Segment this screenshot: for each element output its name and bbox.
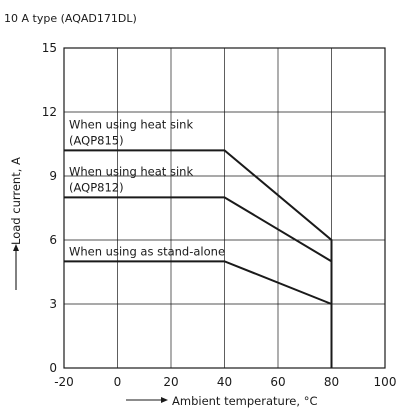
series-line-3 <box>64 260 332 305</box>
y-axis-label-group: Load current, A <box>9 157 23 290</box>
x-axis-arrow-head <box>161 397 168 403</box>
x-tick-label: 100 <box>374 375 397 389</box>
x-axis-label: Ambient temperature, °C <box>172 394 317 408</box>
series-lines <box>64 149 333 368</box>
x-tick-label: 0 <box>114 375 122 389</box>
y-axis-arrow-head <box>13 244 19 251</box>
y-tick-label: 9 <box>49 169 57 183</box>
x-tick-label: 80 <box>324 375 339 389</box>
y-axis-label: Load current, A <box>9 157 23 245</box>
annotation-label-1: (AQP815) <box>69 133 124 147</box>
series-line-2 <box>64 196 333 263</box>
y-tick-label: 15 <box>42 41 57 55</box>
x-tick-label: 60 <box>270 375 285 389</box>
x-tick-label: 40 <box>217 375 232 389</box>
x-tick-label: -20 <box>54 375 74 389</box>
annotation-label-2: (AQP812) <box>69 180 124 194</box>
y-tick-label: 0 <box>49 361 57 375</box>
plot-frame <box>63 47 386 369</box>
y-tick-label: 3 <box>49 297 57 311</box>
grid <box>63 47 386 369</box>
x-tick-labels: -20 0 20 40 60 80 100 <box>54 375 396 389</box>
x-axis-label-group: Ambient temperature, °C <box>126 394 317 408</box>
chart-title: 10 A type (AQAD171DL) <box>4 12 137 25</box>
annotation-label-3: When using as stand-alone <box>69 244 225 258</box>
annotation-label-2: When using heat sink <box>69 164 193 178</box>
x-tick-label: 20 <box>163 375 178 389</box>
y-tick-label: 6 <box>49 233 57 247</box>
y-tick-labels: 0 3 6 9 12 15 <box>42 41 57 375</box>
annotation-label-1: When using heat sink <box>69 117 193 131</box>
curve-annotations: When using heat sink (AQP815) When using h… <box>69 117 225 258</box>
y-tick-label: 12 <box>42 105 57 119</box>
